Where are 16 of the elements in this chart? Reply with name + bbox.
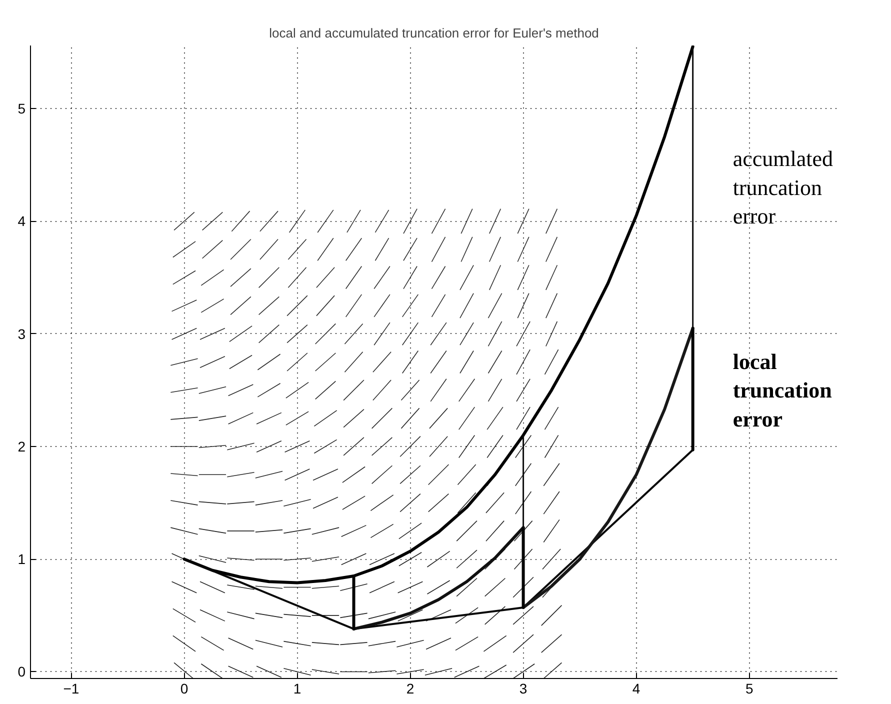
x-tick-label: 4 (632, 680, 640, 696)
x-tick-label: 3 (519, 680, 528, 696)
annotation: local truncation error (732, 348, 832, 432)
y-tick-label: 3 (18, 326, 26, 342)
annotation: accumlated truncation error (732, 146, 833, 229)
x-tick-label: 5 (745, 680, 754, 696)
x-tick-label: −1 (63, 680, 80, 696)
y-tick-label: 4 (18, 213, 26, 230)
x-tick-label: 0 (180, 680, 188, 696)
y-tick-label: 1 (18, 551, 26, 568)
y-tick-label: 0 (18, 664, 26, 680)
x-tick-label: 2 (406, 680, 414, 696)
y-tick-label: 2 (18, 438, 26, 454)
x-tick-label: 1 (293, 680, 302, 696)
y-tick-label: 5 (18, 100, 26, 117)
chart-title: local and accumulated truncation error for Euler's method (269, 26, 599, 40)
